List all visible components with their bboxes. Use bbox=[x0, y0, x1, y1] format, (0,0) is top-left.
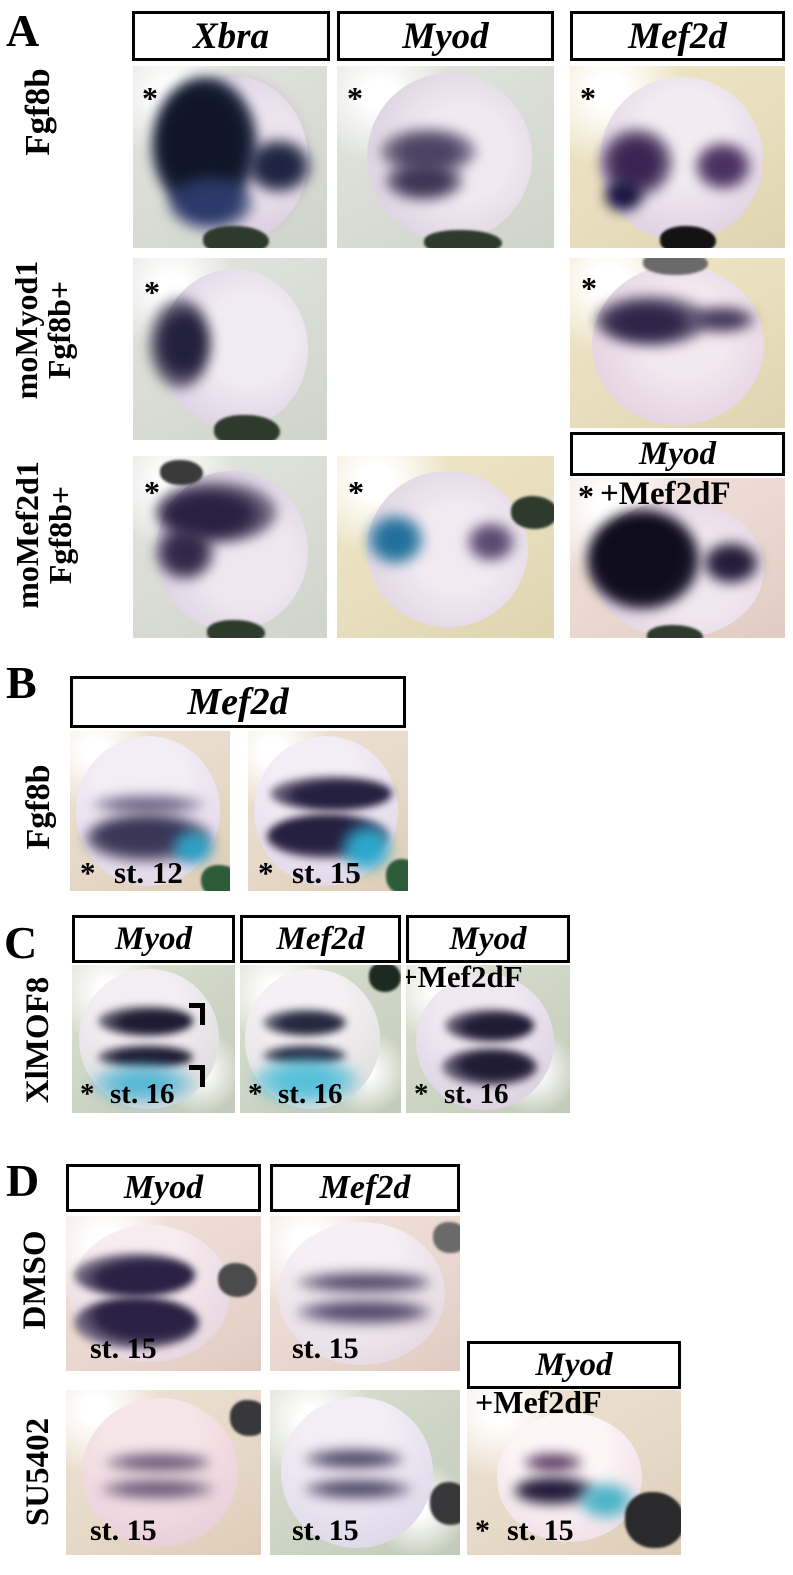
asterisk: * bbox=[248, 1078, 263, 1110]
panel-letter-c: C bbox=[4, 917, 38, 968]
panelB-header-mef2d: Mef2d bbox=[70, 676, 406, 728]
panelC-header-mef2d: Mef2d bbox=[240, 915, 401, 963]
asterisk: * bbox=[347, 80, 363, 116]
stage-label: st. 15 bbox=[90, 1514, 157, 1547]
panelC-header-myod: Myod bbox=[72, 915, 235, 963]
panelA-photo-momef2d1-myod: * bbox=[337, 456, 554, 638]
asterisk: * bbox=[144, 274, 160, 310]
asterisk: * bbox=[80, 855, 96, 890]
asterisk: * bbox=[80, 1078, 95, 1110]
panel-letter-b: B bbox=[6, 657, 37, 708]
stage-label: st. 15 bbox=[507, 1514, 574, 1547]
panelD-header-myod: Myod bbox=[66, 1164, 261, 1212]
stage-label: st. 15 bbox=[292, 855, 361, 890]
panelD-photo-su5402-myod: st. 15 bbox=[66, 1390, 261, 1555]
panelA-header-xbra: Xbra bbox=[132, 11, 330, 61]
panelD-inset-header-myod: Myod bbox=[467, 1341, 681, 1389]
panelD-rowlabel-dmso: DMSO bbox=[17, 1230, 54, 1330]
panelA-photo-fgf8b-mef2d: * bbox=[570, 66, 785, 248]
panelC-rowlabel-xlmof8: XlMOF8 bbox=[20, 976, 57, 1104]
asterisk: * bbox=[578, 478, 594, 514]
panelC-header-myod-2: Myod bbox=[406, 915, 570, 963]
panelB-photo-st12: * st. 12 bbox=[70, 731, 230, 891]
panelA-photo-momef2d1-xbra: * bbox=[133, 456, 327, 638]
panelC-photo-myod: * st. 16 bbox=[72, 965, 235, 1113]
panelA-photo-momef2d1-myod-mef2df: * +Mef2dF bbox=[570, 478, 785, 638]
panelA-photo-fgf8b-myod: * bbox=[337, 66, 554, 248]
panelC-third-sublabel: +Mef2dF bbox=[406, 965, 523, 994]
asterisk: * bbox=[581, 270, 597, 306]
panelD-inset-sublabel: +Mef2dF bbox=[475, 1390, 602, 1420]
bracket-marker-top bbox=[189, 1003, 205, 1025]
panelD-rowlabel-su5402: SU5402 bbox=[20, 1417, 57, 1527]
panelA-inset-header-myod: Myod bbox=[570, 432, 785, 476]
stage-label: st. 16 bbox=[278, 1078, 343, 1110]
panelD-photo-dmso-myod: st. 15 bbox=[66, 1216, 261, 1371]
panel-letter-a: A bbox=[6, 5, 40, 56]
panelA-photo-momyod1-xbra: * bbox=[133, 258, 327, 440]
panelD-header-mef2d: Mef2d bbox=[270, 1164, 460, 1212]
panelD-photo-su5402-mef2d: st. 15 bbox=[270, 1390, 460, 1555]
panelA-photo-momyod1-mef2d: * bbox=[570, 258, 785, 428]
asterisk: * bbox=[475, 1514, 490, 1547]
stage-label: st. 16 bbox=[444, 1078, 509, 1110]
panelA-rowlabel-fgf8b: Fgf8b bbox=[18, 68, 58, 156]
panelC-photo-mef2d: * st. 16 bbox=[240, 965, 401, 1113]
panelD-photo-su5402-myod-mef2df: +Mef2dF * st. 15 bbox=[467, 1390, 681, 1555]
panelC-photo-myod-mef2df: +Mef2dF * st. 16 bbox=[406, 965, 570, 1113]
asterisk: * bbox=[258, 855, 274, 890]
panelA-rowlabel-momyod1: moMyod1 Fgf8b+ bbox=[8, 260, 77, 400]
panelA-header-mef2d: Mef2d bbox=[570, 11, 785, 61]
panelB-rowlabel-fgf8b: Fgf8b bbox=[19, 764, 57, 850]
asterisk: * bbox=[142, 80, 158, 116]
panelB-photo-st15: * st. 15 bbox=[248, 731, 408, 891]
asterisk: * bbox=[144, 474, 160, 510]
panelA-photo-fgf8b-xbra: * bbox=[133, 66, 327, 248]
stage-label: st. 15 bbox=[292, 1514, 359, 1547]
stage-label: st. 12 bbox=[114, 855, 183, 890]
stage-label: st. 15 bbox=[292, 1332, 359, 1365]
asterisk: * bbox=[348, 474, 364, 510]
panelA-rowlabel-momef2d1: moMef2d1 Fgf8b+ bbox=[9, 461, 78, 609]
bracket-marker-bottom bbox=[189, 1065, 205, 1087]
asterisk: * bbox=[580, 80, 596, 116]
panelD-photo-dmso-mef2d: st. 15 bbox=[270, 1216, 460, 1371]
panel-letter-d: D bbox=[6, 1155, 40, 1206]
stage-label: st. 15 bbox=[90, 1332, 157, 1365]
asterisk: * bbox=[414, 1078, 429, 1110]
stage-label: st. 16 bbox=[110, 1078, 175, 1110]
panelA-header-myod: Myod bbox=[337, 11, 554, 61]
panelA-inset-sublabel: +Mef2dF bbox=[600, 478, 731, 512]
